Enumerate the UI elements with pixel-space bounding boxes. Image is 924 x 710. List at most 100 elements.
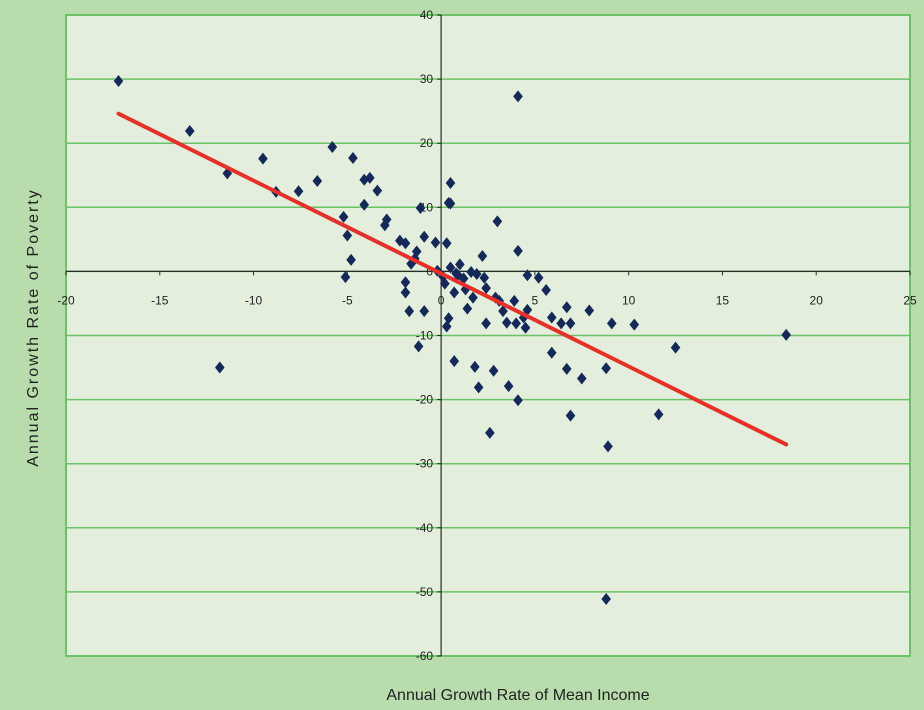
data-point [365,171,375,184]
trendline [116,111,789,447]
x-tick-label: 15 [716,293,730,307]
x-tick-label: 25 [903,293,917,307]
y-tick-label: -60 [416,649,434,663]
data-point [477,250,488,263]
data-point [413,340,424,353]
data-point [565,317,576,330]
data-point [481,282,491,295]
data-point [214,361,225,374]
data-point [419,305,430,318]
data-point [488,364,499,377]
data-point [312,175,323,188]
y-tick-label: -50 [416,585,434,599]
y-tick-label: 10 [420,200,434,214]
data-point [293,185,304,198]
data-point [522,269,533,282]
data-point [449,286,460,299]
data-point [419,230,430,243]
data-point [533,271,544,284]
data-point [471,267,482,280]
data-point [501,316,512,329]
y-tick-label: 40 [420,8,434,22]
data-point [113,75,124,88]
data-point [561,301,572,314]
data-point [546,346,557,359]
y-tick-label: 30 [420,72,434,86]
x-axis-title: Annual Growth Rate of Mean Income [386,687,649,704]
data-point [466,266,476,279]
data-point [443,312,454,325]
x-tick-label: 5 [532,293,539,307]
data-point [498,305,508,318]
data-point [327,141,338,154]
data-point [184,125,195,138]
data-point [601,592,611,605]
data-point [455,258,465,271]
data-point [556,317,566,330]
data-point [576,372,587,385]
data-point [503,380,514,393]
data-point [670,341,681,354]
data-point [348,151,358,164]
data-point [601,362,611,375]
x-tick-label: -5 [342,293,353,307]
data-point [520,321,531,334]
data-point [346,253,356,266]
y-tick-label: 0 [426,264,433,278]
x-tick-label: 10 [622,293,636,307]
data-point [400,286,411,299]
data-point [404,305,415,318]
data-point [606,317,617,330]
data-point [411,245,422,258]
data-point [395,234,405,247]
data-point [470,360,480,373]
data-point [481,317,491,330]
data-point [222,167,233,180]
data-point [440,277,450,290]
data-point [400,276,411,289]
data-point [541,283,551,296]
x-tick-label: 20 [810,293,824,307]
y-axis-ticks: -60 -50 -40 -30 -20 -10 0 10 20 30 40 [416,8,442,663]
data-point [509,294,520,307]
data-point [441,320,452,333]
data-point [513,90,523,103]
data-point [473,381,484,394]
data-point [781,328,792,341]
data-point [468,291,478,304]
data-point [338,210,349,223]
data-point [565,409,576,422]
x-tick-label: -15 [151,293,169,307]
data-point [400,237,411,250]
data-point [653,408,664,421]
data-point [485,426,495,439]
data-point [513,244,523,257]
y-tick-label: -30 [416,457,434,471]
data-point [561,362,572,375]
data-point [584,304,595,317]
y-axis-title: Annual Growth Rate of Poverty [25,188,42,467]
y-tick-label: -10 [416,329,434,343]
data-point [430,236,441,249]
data-point [511,317,521,330]
y-tick-label: -20 [416,393,434,407]
x-tick-label: -10 [245,293,263,307]
data-point [492,215,503,228]
data-point [342,229,353,242]
data-point [449,355,460,368]
data-point [372,184,383,197]
data-point [462,302,473,315]
data-point [445,197,456,210]
y-tick-label: 20 [420,136,434,150]
data-point [479,271,490,284]
y-tick-label: -40 [416,521,434,535]
data-point [603,440,613,453]
data-point [445,261,456,274]
data-point [340,271,351,284]
x-axis-ticks: -20 -15 -10 -5 0 5 10 15 20 25 [57,271,917,307]
data-point [359,198,370,211]
data-point [513,394,523,407]
data-point [415,201,426,214]
x-tick-label: 0 [438,293,445,307]
